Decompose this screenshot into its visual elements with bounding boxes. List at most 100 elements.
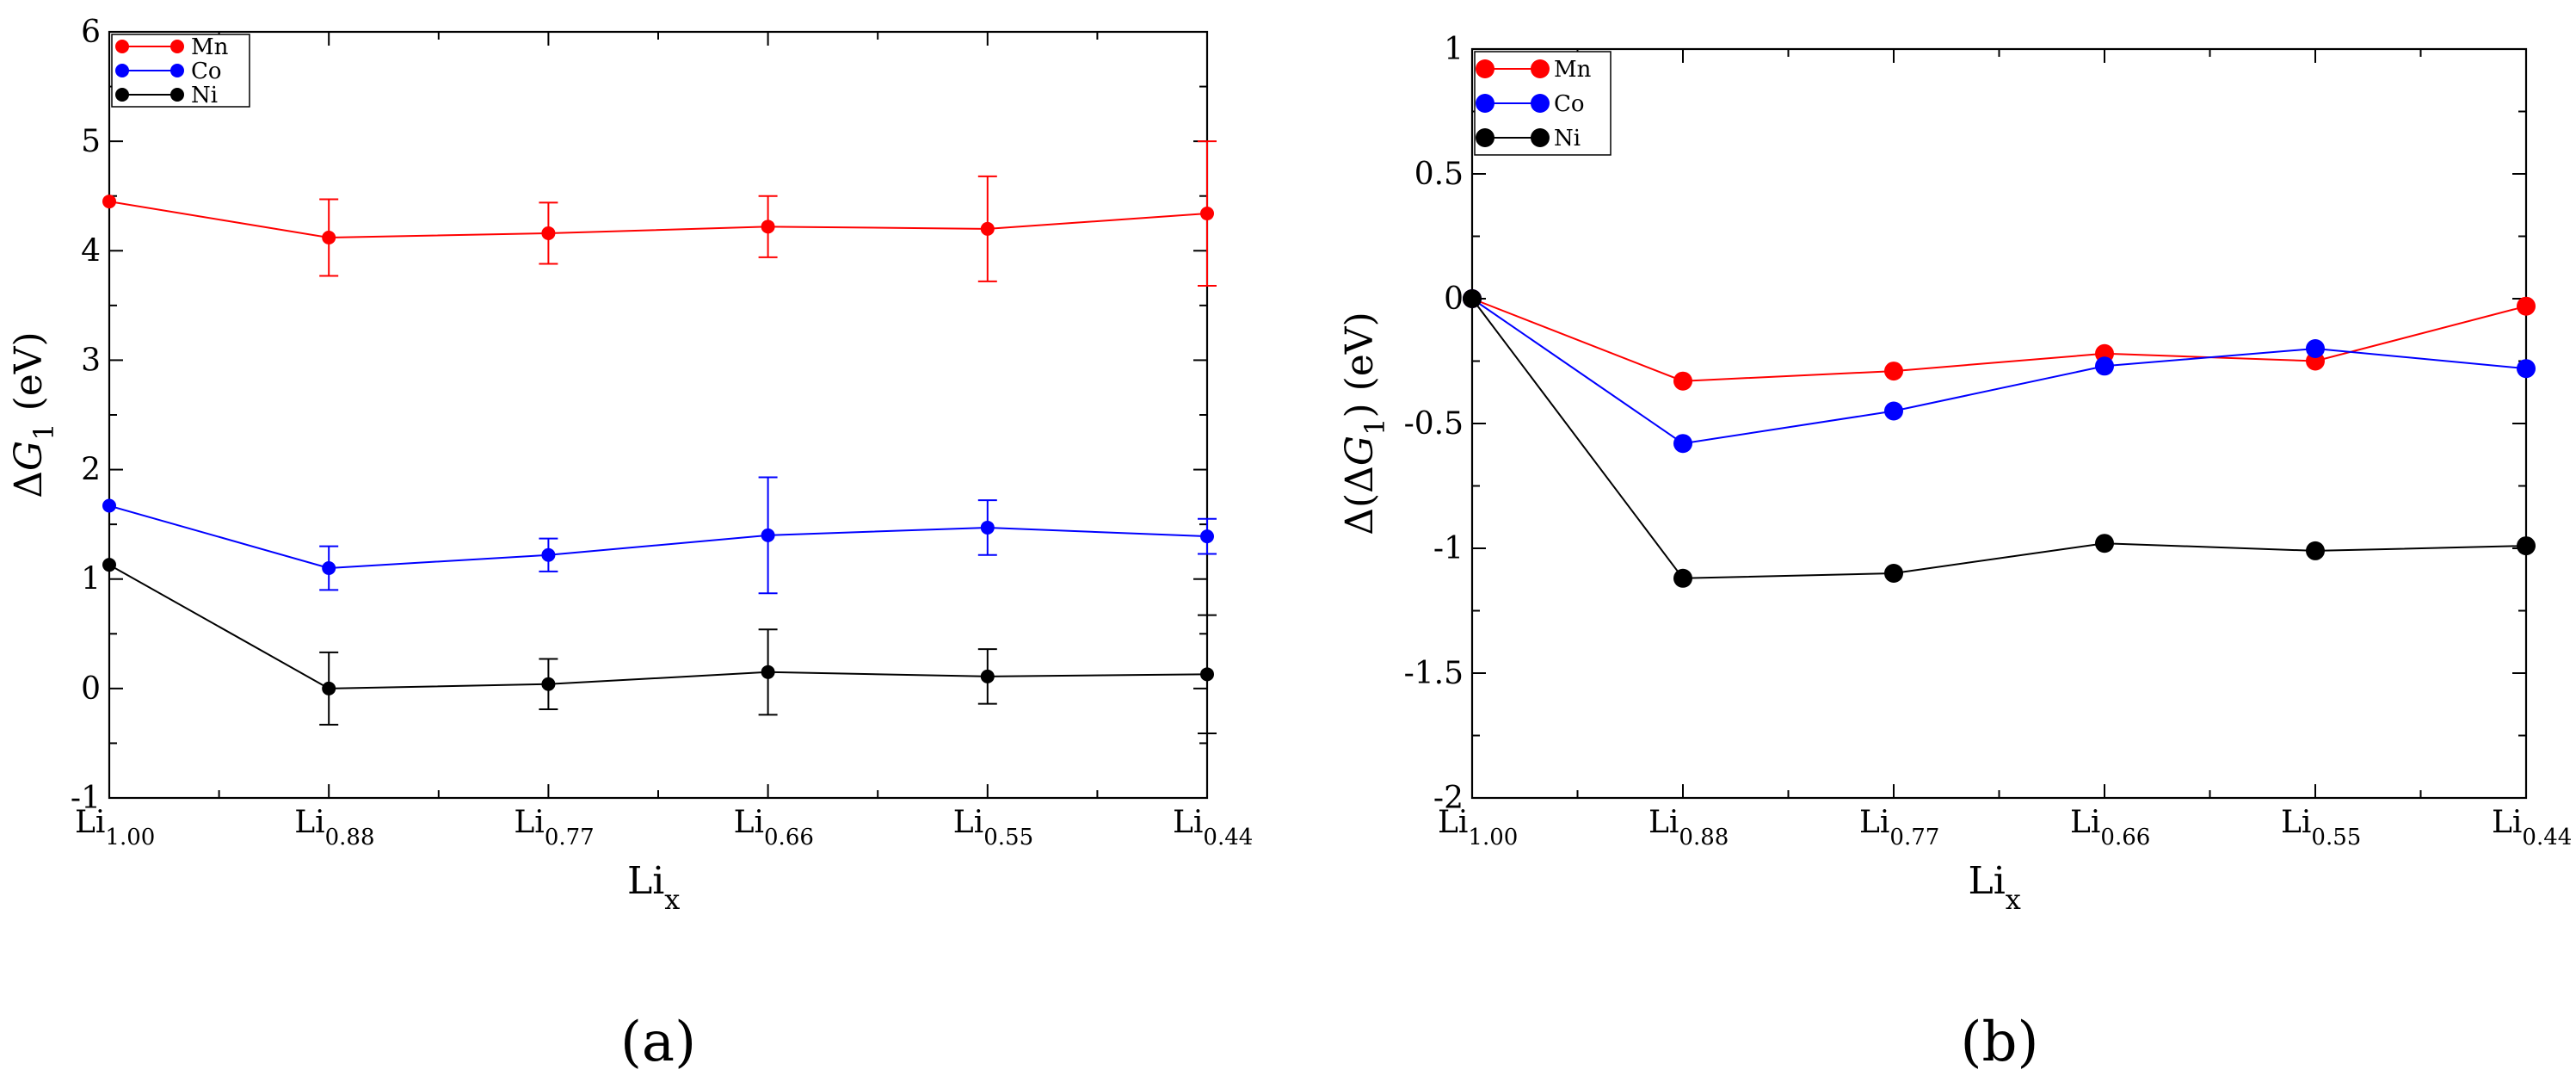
y-tick-label: 1 bbox=[81, 562, 101, 597]
series-line bbox=[108, 201, 1208, 239]
data-point bbox=[541, 547, 556, 562]
y-tick-label: 6 bbox=[81, 15, 101, 50]
data-point bbox=[2095, 356, 2114, 376]
y-axis-title: Δ(ΔG1) (eV) bbox=[1338, 312, 1391, 535]
legend-marker bbox=[115, 64, 129, 77]
y-tick-label: -0.5 bbox=[1404, 406, 1464, 442]
data-point bbox=[1673, 568, 1692, 588]
series-ni bbox=[1463, 289, 2536, 588]
data-point bbox=[102, 498, 116, 513]
data-point bbox=[1884, 564, 1903, 583]
y-tick-label: 1 bbox=[1444, 32, 1464, 67]
legend-marker bbox=[115, 40, 129, 53]
y-tick-label: 0.5 bbox=[1414, 157, 1464, 192]
legend: Mn Co Ni bbox=[1474, 51, 1612, 156]
data-point bbox=[2095, 534, 2114, 553]
x-axis-title: Lix bbox=[627, 859, 680, 916]
chart-b: -2 -1.5 -1 -0.5 0 0.5 1 Li1.00 Li0.88 Li0.77 Li0.6… bbox=[1338, 32, 2572, 1074]
legend-marker bbox=[1476, 94, 1494, 113]
series-line bbox=[1471, 298, 2527, 382]
y-tick-label: 0 bbox=[81, 671, 101, 707]
y-tick-label: -2 bbox=[1433, 781, 1464, 816]
x-tick-label: Li1.00 bbox=[1438, 805, 1518, 850]
legend-marker bbox=[1531, 94, 1550, 113]
data-point bbox=[102, 558, 116, 572]
data-point bbox=[541, 677, 556, 691]
panel-label: (a) bbox=[620, 1011, 696, 1074]
data-point bbox=[2517, 536, 2536, 556]
x-tick-label: Li0.66 bbox=[734, 805, 814, 850]
x-tick-label: Li0.55 bbox=[953, 805, 1033, 850]
series-line bbox=[108, 504, 1208, 570]
data-point bbox=[1673, 434, 1692, 454]
y-tick-label: 4 bbox=[81, 233, 101, 269]
y-tick-label: 0 bbox=[1444, 281, 1464, 317]
data-point bbox=[2306, 339, 2325, 358]
legend-label: Ni bbox=[191, 83, 218, 108]
legend-label: Ni bbox=[1554, 126, 1581, 151]
x-tick-label: Li0.66 bbox=[2070, 805, 2150, 850]
data-point bbox=[1463, 289, 1482, 308]
y-tick-label: 5 bbox=[81, 124, 101, 159]
data-point bbox=[761, 219, 775, 234]
data-point bbox=[541, 226, 556, 240]
y-tick-label: -1 bbox=[71, 781, 101, 816]
data-point bbox=[322, 561, 336, 575]
x-tick-label: Li0.44 bbox=[1173, 805, 1253, 850]
series-co bbox=[1463, 289, 2536, 454]
x-tick-label: Li0.77 bbox=[1859, 805, 1939, 850]
data-point bbox=[322, 681, 336, 696]
series-mn bbox=[102, 140, 1217, 287]
legend-marker bbox=[1531, 128, 1550, 147]
x-axis-title: Lix bbox=[1969, 859, 2021, 916]
y-axis-title: ΔG1 (eV) bbox=[7, 331, 60, 498]
series-ni bbox=[102, 558, 1217, 734]
data-point bbox=[1200, 207, 1214, 221]
data-point bbox=[761, 665, 775, 679]
legend-marker bbox=[115, 88, 129, 102]
data-point bbox=[980, 520, 995, 535]
data-point bbox=[1200, 667, 1214, 682]
data-point bbox=[980, 221, 995, 236]
data-point bbox=[980, 669, 995, 683]
legend-label: Mn bbox=[191, 34, 229, 60]
legend-marker bbox=[1476, 59, 1494, 78]
legend-label: Co bbox=[191, 59, 222, 84]
series-co bbox=[102, 476, 1217, 595]
series-line bbox=[1471, 298, 2527, 579]
data-point bbox=[322, 231, 336, 245]
data-point bbox=[1673, 371, 1692, 391]
x-tick-label: Li0.44 bbox=[2492, 805, 2572, 850]
x-tick-label: Li0.77 bbox=[514, 805, 594, 850]
data-point bbox=[1200, 529, 1214, 544]
y-tick-label: -1 bbox=[1433, 531, 1464, 566]
x-tick-label: Li0.88 bbox=[1649, 805, 1729, 850]
data-point bbox=[1884, 401, 1903, 421]
legend-marker bbox=[1476, 128, 1494, 147]
legend-marker bbox=[170, 64, 184, 77]
data-point bbox=[102, 195, 116, 209]
chart-a: -1 0 1 2 3 4 5 6 Li1.00 Li0.88 Li0.77 Li0.66 Li0.55 L… bbox=[7, 15, 1253, 1074]
series-line bbox=[1471, 298, 2527, 445]
y-tick-label: 2 bbox=[81, 453, 101, 488]
x-tick-label: Li0.55 bbox=[2281, 805, 2361, 850]
legend-marker bbox=[170, 88, 184, 102]
x-tick-label: Li1.00 bbox=[75, 805, 155, 850]
series-line bbox=[108, 564, 1208, 689]
data-point bbox=[2517, 296, 2536, 316]
x-tick-label: Li0.88 bbox=[294, 805, 374, 850]
data-point bbox=[761, 528, 775, 542]
data-point bbox=[1884, 362, 1903, 381]
data-point bbox=[2517, 359, 2536, 379]
legend-marker bbox=[1531, 59, 1550, 78]
data-point bbox=[2306, 541, 2325, 560]
legend-marker bbox=[170, 40, 184, 53]
series-mn bbox=[1463, 289, 2536, 391]
legend-label: Co bbox=[1554, 91, 1585, 117]
legend-label: Mn bbox=[1554, 57, 1592, 83]
panel-label: (b) bbox=[1961, 1011, 2039, 1074]
plot-frame bbox=[108, 30, 1209, 800]
plot-frame bbox=[1470, 47, 2528, 800]
